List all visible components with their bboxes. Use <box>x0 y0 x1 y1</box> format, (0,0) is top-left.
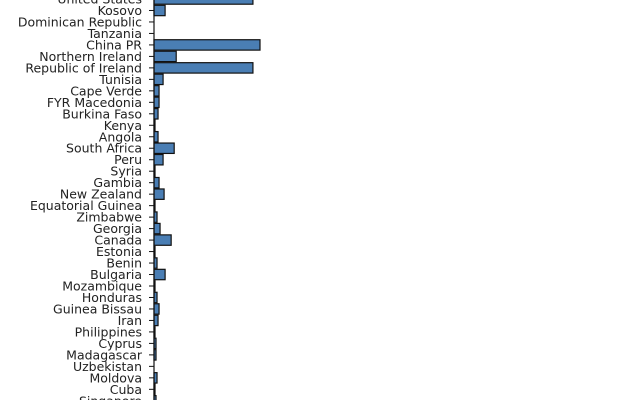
category-label-kenya: Kenya <box>104 118 142 133</box>
bar-canada <box>153 234 172 246</box>
bar-iran <box>153 314 159 327</box>
category-label-singapore: Singapore <box>79 393 142 400</box>
bar-fyr-macedonia <box>153 96 160 109</box>
category-label-united-states: United States <box>57 0 142 7</box>
category-label-cyprus: Cyprus <box>98 336 142 351</box>
bar-kosovo <box>153 4 166 17</box>
category-label-honduras: Honduras <box>82 290 142 305</box>
category-label-iran: Iran <box>118 313 142 328</box>
bar-tunisia <box>153 73 164 86</box>
category-label-cape-verde: Cape Verde <box>70 83 142 98</box>
bar-guinea-bissau <box>153 303 160 315</box>
bar-angola <box>153 130 159 143</box>
category-label-syria: Syria <box>110 164 142 179</box>
bar-burkina-faso <box>153 107 159 120</box>
bar-south-africa <box>153 142 175 155</box>
bars-layer <box>153 0 261 404</box>
category-label-angola: Angola <box>99 129 142 144</box>
category-label-moldova: Moldova <box>89 370 142 385</box>
category-label-cuba: Cuba <box>110 382 142 397</box>
category-labels: United StatesKosovoDominican RepublicTan… <box>18 0 154 404</box>
bar-cape-verde <box>153 85 160 97</box>
category-label-zimbabwe: Zimbabwe <box>76 210 142 225</box>
bar-bulgaria <box>153 268 166 281</box>
bar-china-pr <box>153 39 261 51</box>
category-label-madagascar: Madagascar <box>66 347 143 362</box>
category-label-georgia: Georgia <box>93 221 142 236</box>
category-label-uzbekistan: Uzbekistan <box>73 359 142 374</box>
category-label-benin: Benin <box>106 256 142 271</box>
bar-united-states <box>153 0 254 5</box>
category-label-equatorial-guinea: Equatorial Guinea <box>30 198 142 213</box>
category-label-bulgaria: Bulgaria <box>90 267 142 282</box>
category-label-republic-of-ireland: Republic of Ireland <box>25 60 142 75</box>
category-label-fyr-macedonia: FYR Macedonia <box>47 95 142 110</box>
bar-peru <box>153 153 164 166</box>
category-label-tanzania: Tanzania <box>87 26 142 41</box>
bar-gambia <box>153 176 160 189</box>
category-label-china-pr: China PR <box>86 37 142 52</box>
category-label-burkina-faso: Burkina Faso <box>62 106 142 121</box>
category-label-dominican-republic: Dominican Republic <box>18 14 142 29</box>
category-label-peru: Peru <box>114 152 142 167</box>
bar-new-zealand <box>153 188 165 200</box>
category-label-guinea-bissau: Guinea Bissau <box>53 301 142 316</box>
category-label-estonia: Estonia <box>96 244 142 259</box>
category-label-philippines: Philippines <box>75 324 142 339</box>
category-label-south-africa: South Africa <box>66 141 142 156</box>
category-label-tunisia: Tunisia <box>98 72 142 87</box>
category-label-mozambique: Mozambique <box>62 279 142 294</box>
bar-georgia <box>153 222 161 235</box>
bar-northern-ireland <box>153 50 177 63</box>
bar-republic-of-ireland <box>153 62 254 74</box>
category-label-northern-ireland: Northern Ireland <box>39 49 142 64</box>
category-label-gambia: Gambia <box>93 175 142 190</box>
category-label-canada: Canada <box>94 233 142 248</box>
category-label-new-zealand: New Zealand <box>60 187 142 202</box>
category-label-kosovo: Kosovo <box>98 3 142 18</box>
